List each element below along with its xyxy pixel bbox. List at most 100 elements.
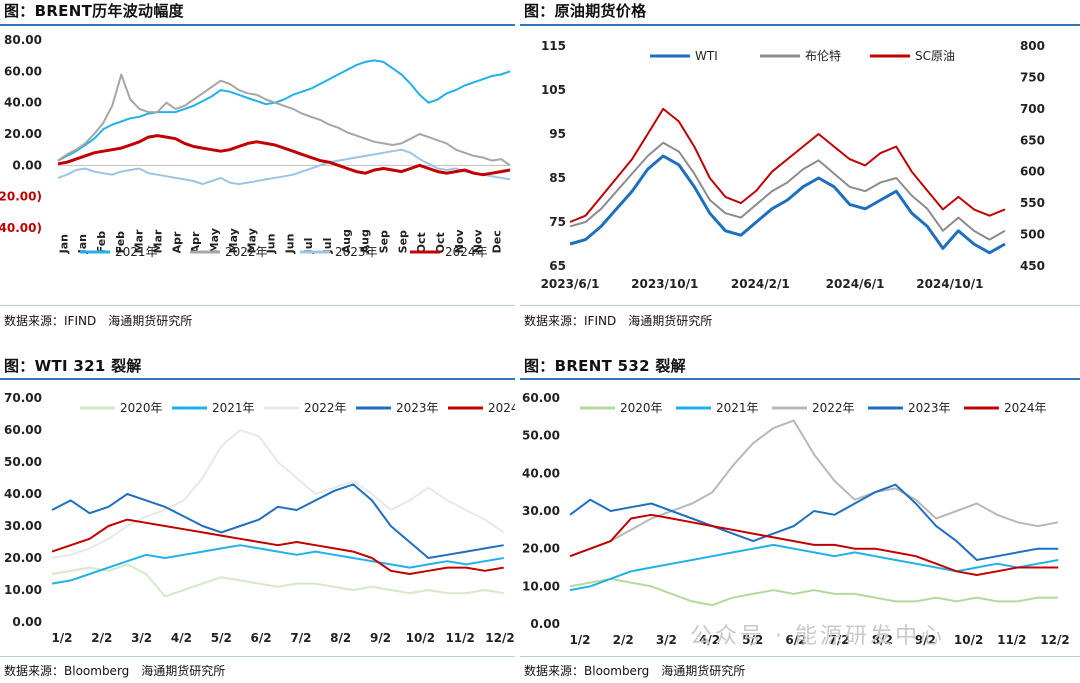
- x-tick-label: May: [208, 228, 221, 253]
- x-tick-label: 5/2: [742, 633, 763, 647]
- y-tick-label: 40.00: [522, 466, 560, 480]
- legend-label: 2022年: [812, 401, 855, 415]
- source-rule: [520, 305, 1080, 306]
- x-tick-label: May: [227, 228, 240, 253]
- y-left-tick-label: 85: [549, 171, 566, 185]
- series-line: [569, 483, 1059, 561]
- series-line: [57, 59, 511, 162]
- y-tick-label: 0.00: [530, 617, 560, 631]
- legend-label: 2023年: [335, 245, 378, 259]
- y-right-tick-label: 750: [1020, 70, 1045, 84]
- title-rule: [0, 24, 515, 26]
- x-tick-label: Nov: [472, 229, 485, 254]
- y-tick-label: 20.00: [4, 551, 42, 565]
- legend-label: 布伦特: [805, 48, 841, 63]
- x-tick-label: Feb: [95, 231, 108, 254]
- series-line: [57, 134, 511, 177]
- y-left-tick-label: 95: [549, 127, 566, 141]
- y-tick-label: 30.00: [4, 519, 42, 533]
- watermark: 公众号 · 能源研发中心: [690, 624, 945, 649]
- y-left-tick-label: 105: [541, 83, 566, 97]
- title-rule: [520, 378, 1080, 380]
- panel-brent-532-crack: 图：BRENT 532 裂解 60.00 50.00 40.00 30.00 20.00…: [520, 355, 1080, 683]
- x-tick-label: Jan: [76, 234, 89, 254]
- x-tick-label: Jan: [57, 234, 70, 254]
- series-line: [569, 107, 1006, 223]
- x-tick-label: 7/2: [290, 631, 311, 645]
- series-line: [569, 419, 1059, 558]
- panel-brent-volatility: 图：BRENT历年波动幅度 80.00 60.00 40.00 20.00 0.00 (2…: [0, 0, 515, 340]
- title-rule: [520, 24, 1080, 26]
- x-tick-label: Mar: [152, 229, 165, 253]
- y-tick-label: 10.00: [4, 583, 42, 597]
- legend-label: 2023年: [908, 401, 951, 415]
- series-line: [569, 141, 1006, 241]
- y-tick-label: 50.00: [4, 455, 42, 469]
- x-tick-label: 12/2: [485, 631, 514, 645]
- x-tick-label: 2024/6/1: [826, 277, 885, 291]
- y-tick-label: 0.00: [12, 158, 42, 172]
- source-rule: [0, 305, 515, 306]
- x-tick-label: 4/2: [699, 633, 720, 647]
- x-tick-label: Feb: [114, 231, 127, 254]
- x-tick-label: Apr: [170, 231, 183, 253]
- x-tick-label: 2/2: [613, 633, 634, 647]
- x-tick-label: Jun: [265, 234, 278, 255]
- y-tick-label: 40.00: [4, 487, 42, 501]
- y-tick-label: 60.00: [4, 64, 42, 78]
- series-line: [57, 148, 511, 186]
- legend-label: 2024年: [488, 401, 515, 415]
- x-tick-label: Oct: [415, 232, 428, 253]
- legend-label: 2021年: [115, 245, 158, 259]
- y-tick-label: (40.00): [0, 221, 42, 235]
- x-tick-label: 4/2: [171, 631, 192, 645]
- y-tick-label: (20.00): [0, 190, 42, 204]
- source-rule: [520, 656, 1080, 657]
- panel-title: 图：BRENT历年波动幅度: [4, 2, 184, 20]
- series-line: [569, 513, 1059, 576]
- series-line: [569, 577, 1059, 607]
- x-tick-label: 2023/6/1: [541, 277, 600, 291]
- source-rule: [0, 656, 515, 657]
- y-tick-label: 60.00: [522, 391, 560, 405]
- y-left-tick-label: 115: [541, 39, 566, 53]
- legend-label: 2020年: [620, 401, 663, 415]
- y-right-tick-label: 650: [1020, 133, 1045, 147]
- y-right-tick-label: 800: [1020, 39, 1045, 53]
- x-tick-label: 12/2: [1040, 633, 1069, 647]
- data-source: 数据来源：Bloomberg 海通期货研究所: [524, 664, 746, 678]
- brent-volatility-chart: 80.00 60.00 40.00 20.00 0.00 (20.00) (40.00) Ja…: [0, 33, 511, 259]
- x-tick-label: Jul: [321, 238, 334, 255]
- wti-321-crack-chart: 70.00 60.00 50.00 40.00 30.00 20.00 10.00 0.00 1…: [4, 391, 515, 645]
- series-line: [51, 563, 504, 598]
- series-line: [569, 543, 1059, 592]
- legend-label: 2024年: [1004, 401, 1047, 415]
- x-tick-label: Aug: [359, 229, 372, 253]
- x-tick-label: Nov: [453, 229, 466, 254]
- legend-label: 2020年: [120, 401, 163, 415]
- x-tick-label: 6/2: [785, 633, 806, 647]
- x-tick-label: 9/2: [915, 633, 936, 647]
- x-tick-label: Sep: [378, 230, 391, 253]
- x-tick-label: 3/2: [656, 633, 677, 647]
- y-tick-label: 70.00: [4, 391, 42, 405]
- series-line: [51, 518, 504, 575]
- data-source: 数据来源：IFIND 海通期货研究所: [524, 314, 713, 328]
- panel-wti-321-crack: 图：WTI 321 裂解 70.00 60.00 50.00 40.00 30.00 20…: [0, 355, 515, 683]
- x-tick-label: 5/2: [211, 631, 232, 645]
- legend-label: 2024年: [445, 245, 488, 259]
- x-tick-label: Sep: [396, 230, 409, 253]
- y-tick-label: 40.00: [4, 96, 42, 110]
- legend-label: 2021年: [716, 401, 759, 415]
- legend-label: WTI: [695, 49, 718, 63]
- crude-futures-chart: 115 105 95 85 75 65 800 750 700 650 600 550 500 450 20…: [541, 39, 1045, 291]
- x-tick-label: 1/2: [51, 631, 72, 645]
- x-tick-label: 2/2: [91, 631, 112, 645]
- y-tick-label: 30.00: [522, 504, 560, 518]
- x-tick-label: Apr: [189, 231, 202, 253]
- x-tick-label: 6/2: [251, 631, 272, 645]
- y-right-tick-label: 500: [1020, 228, 1045, 242]
- x-tick-label: Jun: [283, 234, 296, 255]
- y-tick-label: 20.00: [522, 542, 560, 556]
- x-tick-label: 10/2: [406, 631, 435, 645]
